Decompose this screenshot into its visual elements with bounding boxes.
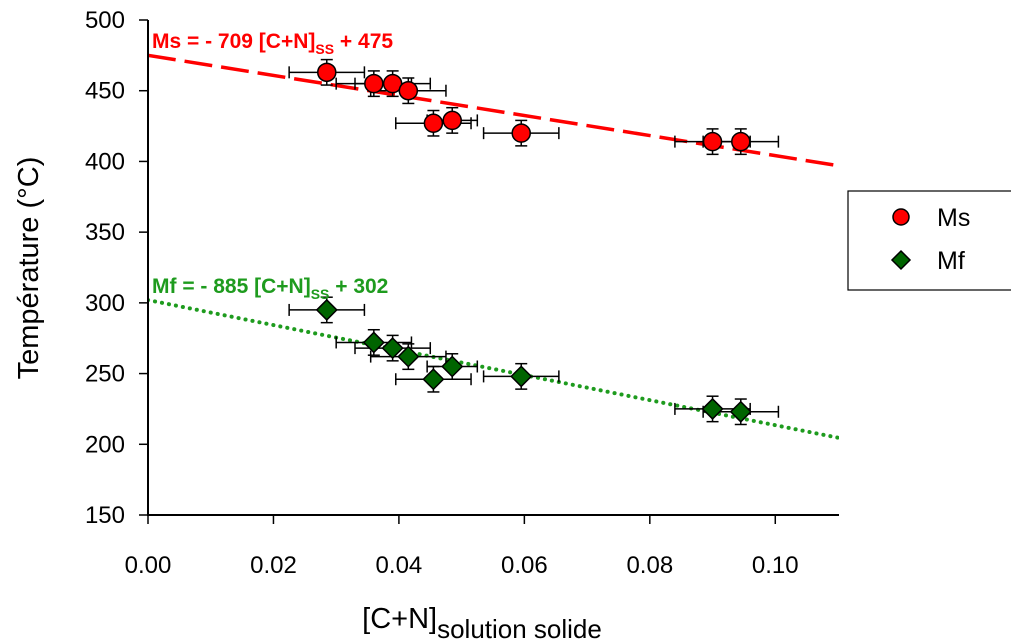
x-tick-label: 0.00 <box>125 552 172 579</box>
y-tick-label: 400 <box>85 148 125 175</box>
y-tick-label: 450 <box>85 78 125 105</box>
legend-mf-label: Mf <box>937 247 965 275</box>
fit-lines <box>149 53 839 440</box>
axis-ticks: 0.00 0.02 0.04 0.06 0.08 0.10 150 200 250 300 350 4… <box>85 7 799 579</box>
mf-equation: Mf = - 885 [C+N]SS + 302 <box>152 275 388 302</box>
y-tick-label: 150 <box>85 502 125 529</box>
mf-point <box>729 400 752 423</box>
ms-point <box>511 123 531 143</box>
x-axis-title-main: [C+N] <box>362 603 437 635</box>
mf-equation-subscript: SS <box>311 286 330 302</box>
ms-point <box>398 80 419 101</box>
ms-point <box>702 131 723 152</box>
y-tick-label: 250 <box>85 361 125 388</box>
mf-point <box>381 337 404 360</box>
mf-point <box>701 397 724 420</box>
x-axis-title-subscript: solution solide <box>437 614 602 641</box>
legend-mf-marker <box>890 249 912 271</box>
legend-ms-label: Ms <box>937 204 970 232</box>
mf-point <box>315 298 338 321</box>
data-points <box>288 58 780 426</box>
ms-equation-subscript: SS <box>315 41 334 57</box>
mf-point <box>441 355 464 378</box>
y-tick-label: 200 <box>85 431 125 458</box>
mf-point <box>397 345 420 368</box>
ms-point <box>423 113 444 133</box>
ms-point <box>731 131 751 152</box>
x-tick-label: 0.04 <box>376 552 423 579</box>
legend-box <box>847 190 1011 291</box>
mf-point <box>422 368 445 391</box>
mf-point <box>510 365 533 388</box>
ms-equation-suffix: + 475 <box>334 30 393 53</box>
mf-equation-prefix: Mf = - 885 [C+N] <box>152 275 311 298</box>
x-tick-label: 0.02 <box>250 552 297 579</box>
x-tick-label: 0.08 <box>626 552 673 579</box>
ms-point <box>442 110 462 131</box>
legend: Ms Mf <box>847 190 1011 291</box>
ms-equation: Ms = - 709 [C+N]SS + 475 <box>152 30 393 57</box>
x-tick-label: 0.10 <box>752 552 799 579</box>
x-tick-label: 0.06 <box>501 552 548 579</box>
ms-fit-line <box>149 53 839 168</box>
mf-point <box>362 331 385 354</box>
y-axis-title: Température (°C) <box>13 157 45 380</box>
ms-point <box>364 73 384 94</box>
ms-equation-prefix: Ms = - 709 [C+N] <box>152 30 315 53</box>
legend-ms-marker <box>892 208 910 226</box>
y-tick-label: 350 <box>85 219 125 246</box>
ms-point <box>317 62 337 83</box>
y-tick-label: 300 <box>85 290 125 317</box>
y-tick-label: 500 <box>85 7 125 34</box>
mf-fit-line <box>149 298 839 440</box>
mf-equation-suffix: + 302 <box>329 275 388 298</box>
x-axis-title: [C+N]solution solide <box>362 603 602 641</box>
